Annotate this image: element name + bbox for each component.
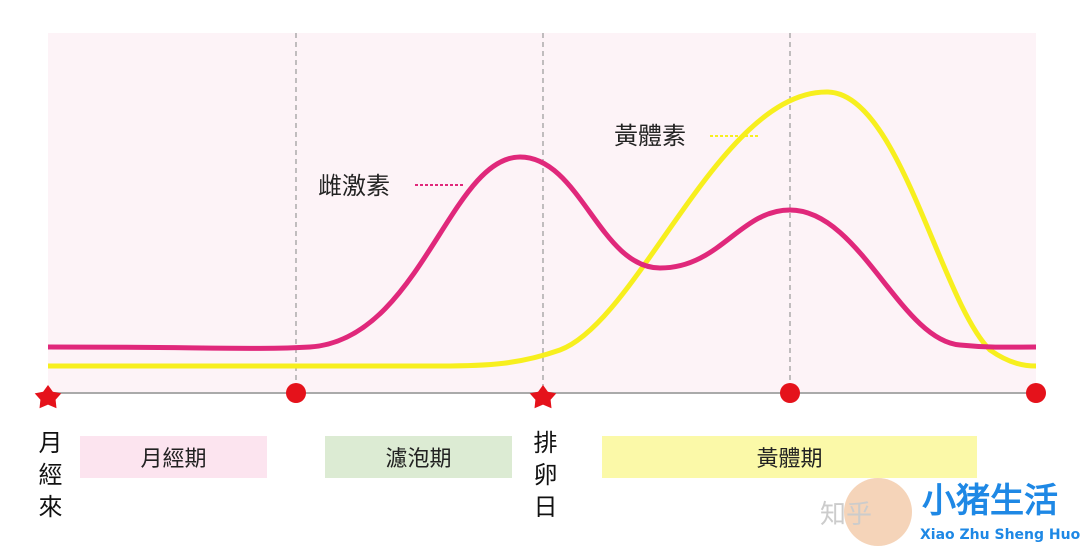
phase-box: 黃體期 xyxy=(602,436,977,478)
dot xyxy=(1026,383,1046,403)
progesterone-label: 黃體素 xyxy=(614,122,686,150)
dot xyxy=(780,383,800,403)
phase-box: 月經期 xyxy=(80,436,267,478)
phase-box: 濾泡期 xyxy=(325,436,512,478)
brand-latin: Xiao Zhu Sheng Huo xyxy=(920,527,1080,543)
dot xyxy=(286,383,306,403)
star xyxy=(34,385,62,409)
ovulation-marker-label: 排卵日 xyxy=(529,430,557,526)
menstruation-marker-label: 月經來 xyxy=(34,430,62,526)
estrogen-curve xyxy=(47,154,1037,351)
watermark: 知乎 xyxy=(820,500,873,530)
estrogen-label: 雌激素 xyxy=(318,172,390,200)
phase-dividers xyxy=(295,33,791,393)
brand: 小猪生活 xyxy=(922,481,1058,521)
logo-icon xyxy=(844,478,912,546)
plot-background xyxy=(48,33,1036,393)
markers xyxy=(34,383,1046,409)
star xyxy=(529,385,557,409)
